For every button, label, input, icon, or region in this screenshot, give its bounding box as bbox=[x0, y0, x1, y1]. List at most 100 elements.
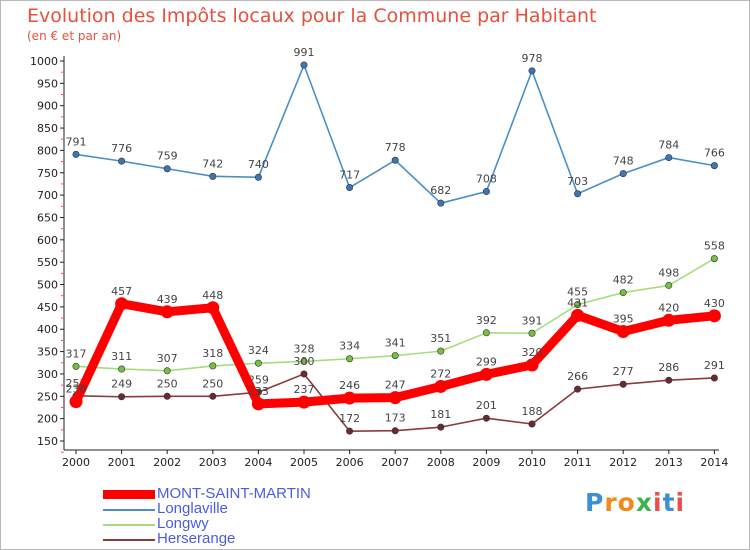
data-label: 991 bbox=[294, 46, 315, 59]
data-point bbox=[297, 395, 311, 409]
y-tick-label: 800 bbox=[37, 144, 58, 157]
data-point bbox=[574, 385, 582, 393]
data-label: 431 bbox=[567, 296, 588, 309]
data-point bbox=[619, 380, 627, 388]
data-label: 300 bbox=[294, 355, 315, 368]
y-tick-label: 400 bbox=[37, 323, 58, 336]
data-label: 250 bbox=[157, 377, 178, 390]
data-label: 498 bbox=[658, 266, 679, 279]
data-point bbox=[118, 157, 126, 165]
data-label: 201 bbox=[476, 399, 497, 412]
y-tick-label: 750 bbox=[37, 167, 58, 180]
data-label: 266 bbox=[567, 370, 588, 383]
logo-letter: P bbox=[585, 488, 605, 517]
data-label: 791 bbox=[66, 135, 87, 148]
data-point bbox=[300, 61, 308, 69]
data-point bbox=[254, 173, 262, 181]
data-point bbox=[163, 165, 171, 173]
legend-label: Herserange bbox=[157, 530, 236, 547]
data-point bbox=[710, 255, 718, 263]
data-label: 766 bbox=[704, 147, 725, 160]
data-label: 317 bbox=[66, 347, 87, 360]
data-label: 334 bbox=[339, 340, 360, 353]
y-tick-label: 1000 bbox=[30, 55, 58, 68]
y-tick-label: 250 bbox=[37, 390, 58, 403]
series-line bbox=[75, 64, 716, 204]
data-point bbox=[163, 392, 171, 400]
data-point bbox=[707, 309, 721, 323]
x-tick-label: 2010 bbox=[518, 456, 546, 469]
data-point bbox=[72, 362, 80, 370]
data-point bbox=[482, 188, 490, 196]
data-label: 247 bbox=[385, 379, 406, 392]
y-tick-label: 600 bbox=[37, 234, 58, 247]
legend-label: Longwy bbox=[157, 515, 209, 532]
y-tick-label: 900 bbox=[37, 100, 58, 113]
data-point bbox=[571, 308, 585, 322]
data-point bbox=[619, 170, 627, 178]
data-label: 249 bbox=[111, 378, 132, 391]
data-label: 748 bbox=[613, 155, 634, 168]
data-point bbox=[665, 376, 673, 384]
data-point bbox=[710, 374, 718, 382]
data-label: 351 bbox=[430, 332, 451, 345]
x-tick-label: 2002 bbox=[153, 456, 181, 469]
data-label: 188 bbox=[522, 405, 543, 418]
data-label: 233 bbox=[248, 385, 269, 398]
y-tick-label: 150 bbox=[37, 435, 58, 448]
data-label: 172 bbox=[339, 412, 360, 425]
data-point bbox=[209, 172, 217, 180]
data-label: 708 bbox=[476, 173, 497, 186]
data-point bbox=[710, 162, 718, 170]
data-label: 324 bbox=[248, 344, 269, 357]
data-point bbox=[437, 423, 445, 431]
data-point bbox=[482, 414, 490, 422]
data-label: 784 bbox=[658, 139, 679, 152]
y-tick-label: 650 bbox=[37, 211, 58, 224]
data-label: 759 bbox=[157, 150, 178, 163]
data-point bbox=[163, 367, 171, 375]
data-label: 703 bbox=[567, 175, 588, 188]
data-label: 978 bbox=[522, 52, 543, 65]
logo-letter: t bbox=[662, 488, 676, 517]
data-label: 299 bbox=[476, 355, 497, 368]
data-point bbox=[118, 365, 126, 373]
data-point bbox=[616, 324, 630, 338]
chart-title: Evolution des Impôts locaux pour la Comm… bbox=[27, 5, 597, 27]
y-tick-label: 550 bbox=[37, 256, 58, 269]
data-point bbox=[391, 427, 399, 435]
data-point bbox=[665, 281, 673, 289]
y-tick-label: 200 bbox=[37, 413, 58, 426]
data-label: 341 bbox=[385, 337, 406, 350]
data-label: 320 bbox=[522, 346, 543, 359]
data-label: 482 bbox=[613, 274, 634, 287]
data-label: 776 bbox=[111, 142, 132, 155]
logo-letter: i bbox=[653, 488, 663, 517]
y-tick-label: 700 bbox=[37, 189, 58, 202]
data-label: 328 bbox=[294, 342, 315, 355]
data-label: 181 bbox=[430, 408, 451, 421]
logo-letter: r bbox=[604, 488, 618, 517]
x-tick-label: 2000 bbox=[62, 456, 90, 469]
x-tick-label: 2008 bbox=[427, 456, 455, 469]
data-point bbox=[574, 190, 582, 198]
y-tick-label: 450 bbox=[37, 301, 58, 314]
x-tick-label: 2006 bbox=[336, 456, 364, 469]
data-label: 778 bbox=[385, 141, 406, 154]
data-point bbox=[437, 347, 445, 355]
legend-swatch bbox=[103, 509, 155, 511]
legend-swatch bbox=[103, 490, 155, 499]
data-label: 682 bbox=[430, 184, 451, 197]
data-label: 395 bbox=[613, 312, 634, 325]
y-tick-label: 300 bbox=[37, 368, 58, 381]
data-label: 740 bbox=[248, 158, 269, 171]
data-point bbox=[251, 397, 265, 411]
data-label: 318 bbox=[202, 347, 223, 360]
legend-label: MONT-SAINT-MARTIN bbox=[157, 485, 311, 502]
data-point bbox=[528, 329, 536, 337]
legend-label: Longlaville bbox=[157, 500, 228, 517]
data-label: 391 bbox=[522, 314, 543, 327]
data-point bbox=[115, 297, 129, 311]
data-point bbox=[482, 329, 490, 337]
